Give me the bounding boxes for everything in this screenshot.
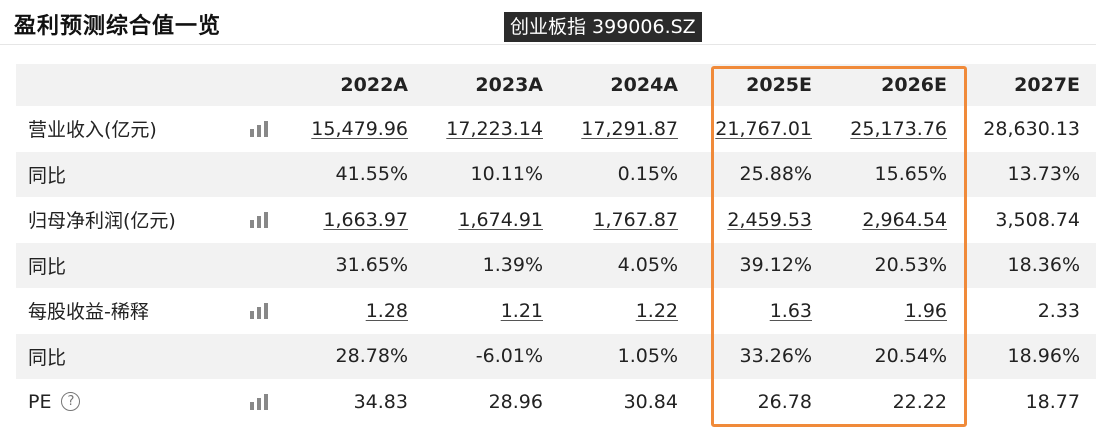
- table-row-eps-yoy: 同比 28.78% -6.01% 1.05% 33.26% 20.54% 18.…: [16, 333, 1096, 379]
- bar-chart-icon[interactable]: [250, 211, 270, 228]
- column-header: 2026E: [881, 74, 947, 96]
- table-cell: 33.26%: [739, 345, 812, 368]
- row-label: 归母净利润(亿元): [28, 210, 176, 233]
- column-header: 2027E: [1014, 74, 1080, 96]
- help-icon[interactable]: ?: [61, 392, 81, 412]
- bar-chart-icon[interactable]: [250, 302, 270, 319]
- row-label: 同比: [28, 346, 67, 369]
- column-header: 2022A: [340, 74, 408, 96]
- table-header-row: 2022A 2023A 2024A 2025E 2026E 2027E: [16, 64, 1096, 106]
- table-row-eps: 每股收益-稀释 1.28 1.21 1.22 1.63 1.96 2.33: [16, 288, 1096, 334]
- table-cell: 20.53%: [874, 254, 947, 277]
- table-cell: 28.96: [488, 390, 543, 413]
- table-cell[interactable]: 21,767.01: [715, 117, 812, 140]
- row-label: 营业收入(亿元): [28, 119, 157, 142]
- page-title: 盈利预测综合值一览: [14, 14, 222, 39]
- table-row-revenue: 营业收入(亿元) 15,479.96 17,223.14 17,291.87 2…: [16, 106, 1096, 152]
- bar-chart-icon[interactable]: [250, 393, 270, 410]
- table-cell[interactable]: 1.28: [365, 299, 408, 322]
- bar-chart-icon[interactable]: [250, 120, 270, 137]
- table-cell: -6.01%: [475, 345, 543, 368]
- table-cell: 28.78%: [335, 345, 408, 368]
- table-cell: 20.54%: [874, 345, 947, 368]
- table-cell[interactable]: 1,663.97: [323, 208, 408, 231]
- table-cell[interactable]: 1.22: [635, 299, 678, 322]
- index-badge: 创业板指 399006.SZ: [504, 12, 702, 42]
- table-cell: 22.22: [892, 390, 947, 413]
- table-cell[interactable]: 1,767.87: [593, 208, 678, 231]
- table-cell: 18.77: [1025, 390, 1080, 413]
- table-cell[interactable]: 15,479.96: [311, 117, 408, 140]
- title-divider: [0, 44, 1096, 45]
- forecast-table: 2022A 2023A 2024A 2025E 2026E 2027E 营业收入…: [16, 64, 1096, 425]
- table-row-net-profit-yoy: 同比 31.65% 1.39% 4.05% 39.12% 20.53% 18.3…: [16, 242, 1096, 288]
- table-cell: 2.33: [1037, 299, 1080, 322]
- row-label: 同比: [28, 255, 67, 278]
- row-label: 每股收益-稀释: [28, 301, 149, 324]
- row-label: 同比: [28, 164, 67, 187]
- table-cell: 18.96%: [1007, 345, 1080, 368]
- table-cell[interactable]: 2,459.53: [727, 208, 812, 231]
- table-cell: 31.65%: [335, 254, 408, 277]
- table-cell[interactable]: 17,223.14: [446, 117, 543, 140]
- table-cell: 26.78: [757, 390, 812, 413]
- table-cell[interactable]: 25,173.76: [850, 117, 947, 140]
- table-cell: 30.84: [623, 390, 678, 413]
- table-cell: 0.15%: [617, 163, 678, 186]
- table-cell[interactable]: 17,291.87: [581, 117, 678, 140]
- column-header: 2025E: [746, 74, 812, 96]
- table-cell: 3,508.74: [995, 208, 1080, 231]
- row-label: PE ?: [28, 379, 81, 425]
- table-row-pe: PE ? 34.83 28.96 30.84 26.78 22.22 18.77: [16, 379, 1096, 425]
- table-cell: 18.36%: [1007, 254, 1080, 277]
- table-row-net-profit: 归母净利润(亿元) 1,663.97 1,674.91 1,767.87 2,4…: [16, 197, 1096, 243]
- column-header: 2023A: [475, 74, 543, 96]
- table-cell: 34.83: [353, 390, 408, 413]
- table-cell: 1.39%: [482, 254, 543, 277]
- table-row-revenue-yoy: 同比 41.55% 10.11% 0.15% 25.88% 15.65% 13.…: [16, 151, 1096, 197]
- table-cell[interactable]: 1.63: [769, 299, 812, 322]
- table-cell[interactable]: 1,674.91: [458, 208, 543, 231]
- table-cell[interactable]: 1.96: [904, 299, 947, 322]
- table-cell: 41.55%: [335, 163, 408, 186]
- table-cell: 4.05%: [617, 254, 678, 277]
- table-cell: 1.05%: [617, 345, 678, 368]
- table-cell: 10.11%: [470, 163, 543, 186]
- table-cell: 13.73%: [1007, 163, 1080, 186]
- table-cell: 28,630.13: [983, 117, 1080, 140]
- table-cell[interactable]: 2,964.54: [862, 208, 947, 231]
- row-label-text: PE: [28, 390, 52, 413]
- table-cell: 39.12%: [739, 254, 812, 277]
- column-header: 2024A: [610, 74, 678, 96]
- table-cell[interactable]: 1.21: [500, 299, 543, 322]
- table-cell: 15.65%: [874, 163, 947, 186]
- table-cell: 25.88%: [739, 163, 812, 186]
